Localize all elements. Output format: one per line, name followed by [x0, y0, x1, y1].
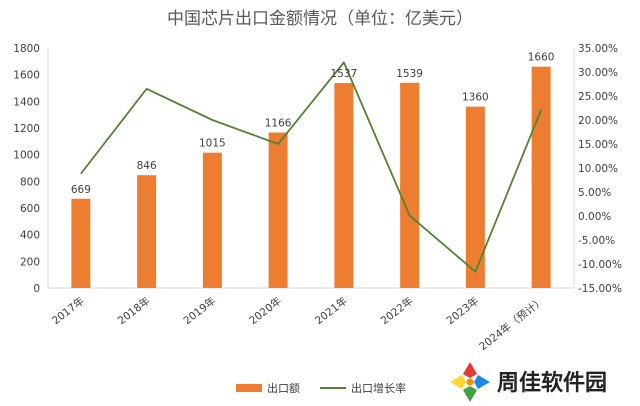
bar-series [71, 66, 551, 289]
x-tick-label: 2019年 [181, 294, 218, 327]
y-left-tick-label: 1800 [13, 43, 40, 55]
bar [71, 198, 91, 288]
bar [268, 132, 288, 288]
line-series [80, 61, 542, 273]
bar [202, 152, 222, 288]
y-right-tick-label: 0.00% [578, 211, 611, 223]
data-label: 1166 [265, 118, 292, 130]
bar [137, 175, 157, 288]
legend: 出口额 出口增长率 [236, 381, 406, 395]
y-right-tick-label: 35.00% [578, 43, 618, 55]
data-label: 669 [71, 184, 91, 196]
chart-title: 中国芯片出口金额情况（单位：亿美元） [167, 9, 473, 29]
data-labels: 669 846 1015 1166 1537 1539 1360 1660 [71, 52, 555, 196]
data-label: 1537 [331, 68, 358, 80]
legend-label-line: 出口增长率 [351, 381, 406, 395]
y-right-tick-label: 20.00% [578, 115, 618, 127]
y-right-tick-label: 30.00% [578, 67, 618, 79]
x-tick-label: 2024年（预计） [477, 294, 547, 353]
y-right-tick-label: -15.00% [578, 283, 622, 295]
watermark-text: 周佳软件园 [497, 370, 607, 396]
y-left-tick-label: 1000 [13, 150, 40, 162]
x-tick-label: 2023年 [444, 294, 481, 327]
y-right-tick-label: 10.00% [578, 163, 618, 175]
x-tick-label: 2017年 [49, 294, 86, 327]
y-left-tick-label: 1200 [13, 123, 40, 135]
bar [531, 66, 551, 289]
y-left-tick-label: 1600 [13, 70, 40, 82]
y-right-tick-label: 15.00% [578, 139, 618, 151]
y-right-tick-label: -10.00% [578, 259, 622, 271]
y-right-tick-label: 25.00% [578, 91, 618, 103]
watermark: 周佳软件园 [450, 362, 607, 402]
data-label: 1660 [528, 52, 555, 64]
bar [465, 106, 485, 289]
axes: 0 200 400 600 800 1000 1200 1400 1600 1800 -15.00%… [13, 43, 622, 353]
data-label: 1539 [396, 68, 423, 80]
y-right-tick-label: -5.00% [578, 235, 615, 247]
y-left-tick-label: 1400 [13, 96, 40, 108]
growth-rate-line [80, 61, 542, 273]
legend-label-bar: 出口额 [267, 381, 300, 395]
y-left-tick-label: 600 [20, 203, 40, 215]
data-label: 1360 [462, 92, 489, 104]
y-left-tick-label: 200 [20, 256, 40, 268]
y-left-tick-label: 800 [20, 176, 40, 188]
bar [400, 82, 420, 288]
bar [334, 83, 354, 288]
x-tick-label: 2020年 [247, 294, 284, 327]
x-tick-label: 2021年 [312, 294, 349, 327]
legend-swatch-bar [236, 384, 262, 392]
y-left-tick-label: 400 [20, 230, 40, 242]
watermark-logo-icon [450, 362, 490, 402]
data-label: 846 [137, 160, 157, 172]
x-tick-label: 2022年 [378, 294, 415, 327]
data-label: 1015 [199, 138, 226, 150]
x-tick-label: 2018年 [115, 294, 152, 327]
y-left-tick-label: 0 [33, 283, 40, 295]
y-right-tick-label: 5.00% [578, 187, 611, 199]
